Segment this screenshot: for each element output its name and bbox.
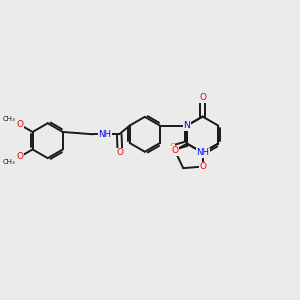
Text: NH: NH xyxy=(98,130,111,139)
Text: O: O xyxy=(199,162,206,171)
Text: CH₃: CH₃ xyxy=(3,116,15,122)
Text: O: O xyxy=(16,152,23,161)
Text: CH₃: CH₃ xyxy=(3,159,15,165)
Text: N: N xyxy=(184,121,190,130)
Text: O: O xyxy=(171,146,178,155)
Text: NH: NH xyxy=(196,148,209,157)
Text: O: O xyxy=(116,148,123,158)
Text: S: S xyxy=(169,142,175,152)
Text: O: O xyxy=(16,120,23,129)
Text: O: O xyxy=(199,93,206,102)
